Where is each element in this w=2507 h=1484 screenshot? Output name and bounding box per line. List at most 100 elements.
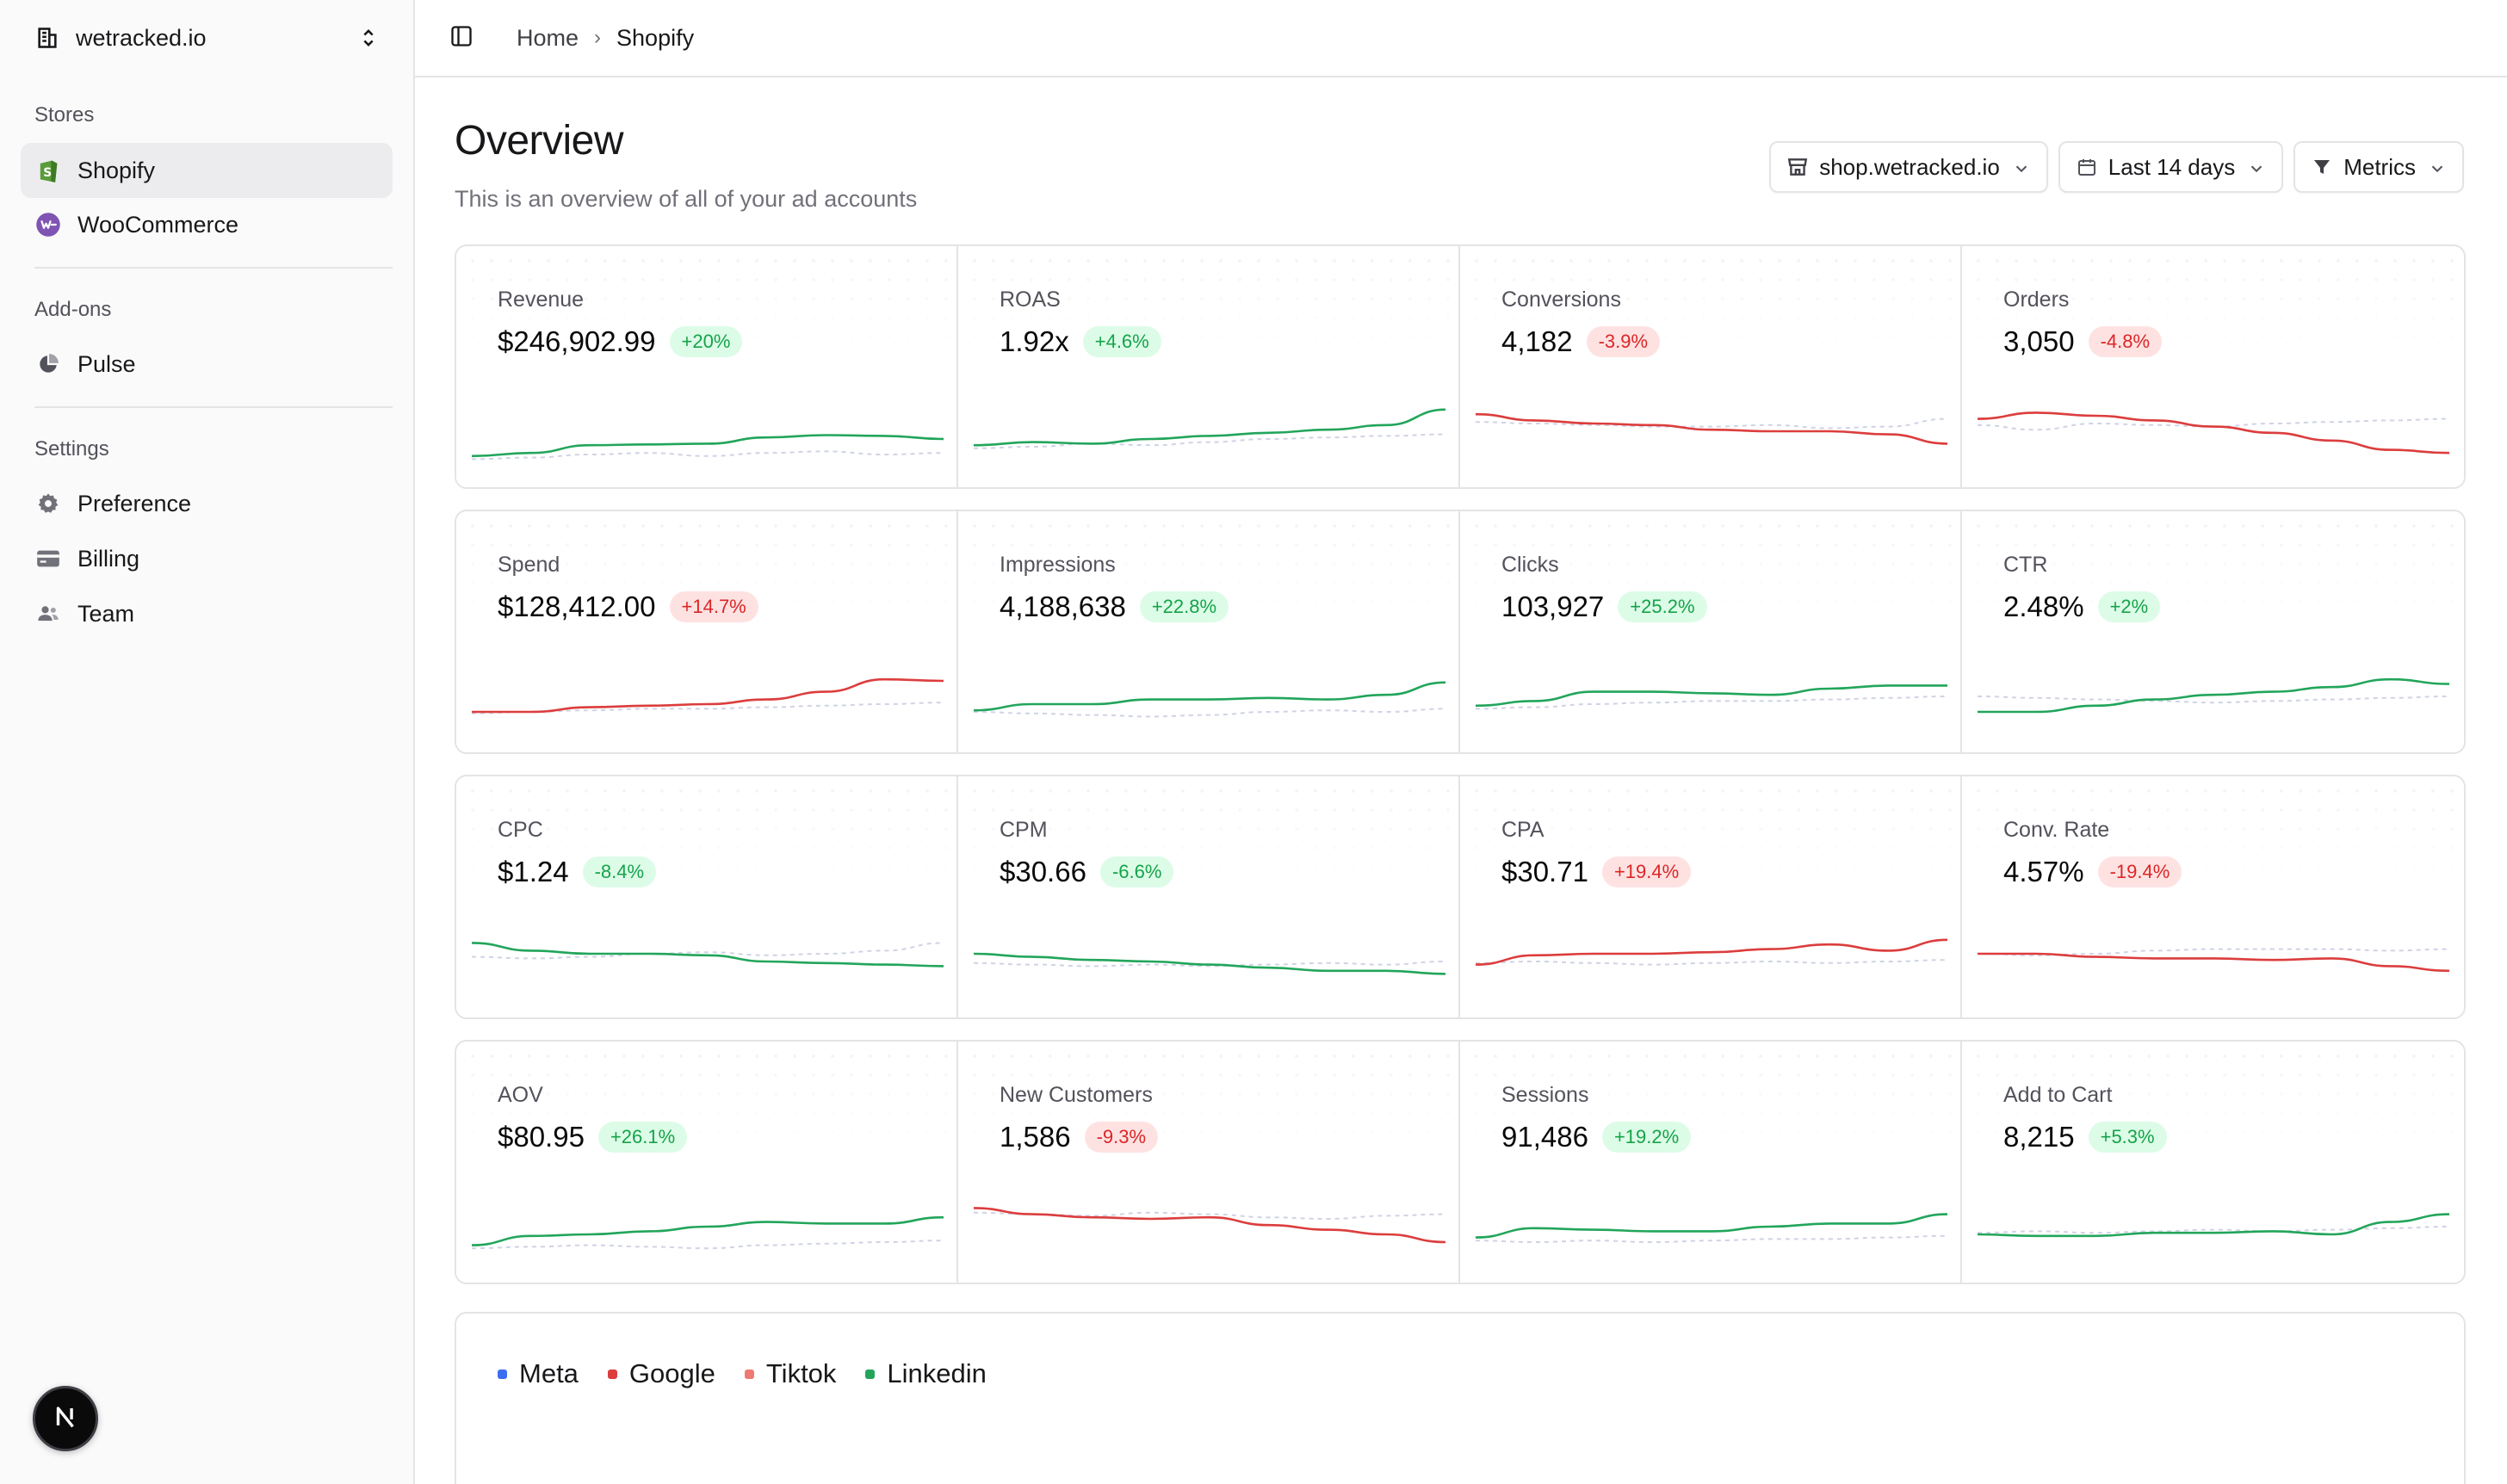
sidebar-item-woocommerce[interactable]: WooCommerce — [21, 197, 393, 252]
metric-card-cpm[interactable]: CPM $30.66 -6.6% — [958, 776, 1460, 1017]
metric-card-cpa[interactable]: CPA $30.71 +19.4% — [1460, 776, 1962, 1017]
change-badge: +2% — [2097, 591, 2161, 622]
woocommerce-icon — [34, 211, 62, 238]
metrics-select[interactable]: Metrics — [2293, 141, 2464, 193]
sparkline-line — [1475, 1213, 1948, 1239]
sparkline-line — [1475, 412, 1948, 445]
legend-label: Meta — [519, 1358, 579, 1388]
change-badge: +22.8% — [1139, 591, 1229, 622]
legend-swatch — [498, 1369, 507, 1379]
sparkline-compare-line — [1475, 696, 1948, 710]
metric-value: 1,586 — [1000, 1121, 1071, 1153]
sparkline-compare-line — [471, 1240, 944, 1250]
legend-item-meta[interactable]: Meta — [498, 1358, 579, 1389]
change-badge: -4.8% — [2088, 326, 2163, 357]
legend-item-tiktok[interactable]: Tiktok — [744, 1358, 837, 1389]
store-select[interactable]: shop.wetracked.io — [1769, 141, 2048, 193]
legend-label: Tiktok — [765, 1358, 837, 1388]
page-subtitle: This is an overview of all of your ad ac… — [455, 186, 918, 212]
card-background — [1962, 1042, 2464, 1283]
sparkline — [1475, 684, 1948, 710]
metric-card-conv-rate[interactable]: Conv. Rate 4.57% -19.4% — [1962, 776, 2464, 1017]
metric-card-roas[interactable]: ROAS 1.92x +4.6% — [958, 246, 1460, 487]
change-badge: +19.2% — [1601, 1122, 1692, 1153]
sparkline-line — [1475, 938, 1948, 966]
metric-value-row: $80.95 +26.1% — [498, 1121, 688, 1153]
next-logo-icon — [51, 1402, 80, 1436]
date-range-select[interactable]: Last 14 days — [2058, 141, 2284, 193]
change-badge: +14.7% — [669, 591, 758, 622]
breadcrumb-separator: › — [594, 26, 602, 49]
metric-label: Conversions — [1501, 288, 1621, 312]
sparkline-compare-line — [1475, 1234, 1948, 1244]
metric-label: New Customers — [1000, 1083, 1153, 1107]
metric-value-row: $128,412.00 +14.7% — [498, 591, 758, 623]
metric-card-ctr[interactable]: CTR 2.48% +2% — [1962, 511, 2464, 752]
metric-card-impressions[interactable]: Impressions 4,188,638 +22.8% — [958, 511, 1460, 752]
sparkline — [1977, 1213, 2450, 1238]
card-background — [456, 1042, 956, 1283]
metric-label: CTR — [2003, 553, 2048, 577]
legend-item-google[interactable]: Google — [607, 1358, 715, 1389]
sidebar-item-label: Pulse — [77, 350, 136, 377]
sidebar-item-team[interactable]: Team — [21, 586, 393, 641]
sparkline-compare-line — [1977, 696, 2450, 704]
card-background — [1460, 511, 1960, 752]
metric-value: 4,188,638 — [1000, 591, 1126, 622]
sparkline-compare-line — [973, 961, 1446, 968]
breadcrumb-home[interactable]: Home — [517, 24, 579, 51]
dev-tools-badge[interactable] — [33, 1386, 98, 1451]
sparkline-compare-line — [1977, 1226, 2450, 1234]
sparkline — [1977, 948, 2450, 973]
top-bar: Home › Shopify — [415, 0, 2507, 77]
sparkline — [471, 942, 944, 968]
change-badge: -3.9% — [1586, 326, 1661, 357]
metric-value-row: 1,586 -9.3% — [1000, 1121, 1159, 1153]
filter-icon — [2311, 156, 2333, 178]
metric-label: Spend — [498, 553, 560, 577]
metric-label: Conv. Rate — [2003, 818, 2110, 842]
card-background — [456, 246, 956, 487]
metric-card-orders[interactable]: Orders 3,050 -4.8% — [1962, 246, 2464, 487]
metric-value: 2.48% — [2003, 591, 2084, 622]
metric-card-cpc[interactable]: CPC $1.24 -8.4% — [456, 776, 958, 1017]
metric-card-spend[interactable]: Spend $128,412.00 +14.7% — [456, 511, 958, 752]
metric-card-revenue[interactable]: Revenue $246,902.99 +20% — [456, 246, 958, 487]
metric-value-row: $1.24 -8.4% — [498, 856, 657, 888]
sparkline — [973, 1207, 1446, 1244]
metric-label: Orders — [2003, 288, 2070, 312]
metric-value: 4.57% — [2003, 856, 2084, 887]
metric-card-sessions[interactable]: Sessions 91,486 +19.2% — [1460, 1042, 1962, 1283]
metric-value: 1.92x — [1000, 325, 1069, 357]
sparkline — [973, 408, 1446, 449]
metric-card-aov[interactable]: AOV $80.95 +26.1% — [456, 1042, 958, 1283]
metric-card-clicks[interactable]: Clicks 103,927 +25.2% — [1460, 511, 1962, 752]
breadcrumb-current: Shopify — [616, 24, 695, 51]
change-badge: +5.3% — [2088, 1122, 2167, 1153]
sidebar-item-pulse[interactable]: Pulse — [21, 337, 393, 392]
sparkline — [1475, 938, 1948, 966]
metric-value-row: $246,902.99 +20% — [498, 325, 743, 358]
metric-value-row: $30.71 +19.4% — [1501, 856, 1692, 888]
sidebar-item-preference[interactable]: Preference — [21, 476, 393, 531]
pie-chart-icon — [34, 350, 62, 378]
legend-item-linkedin[interactable]: Linkedin — [865, 1358, 987, 1389]
sidebar-item-shopify[interactable]: S Shopify — [21, 143, 393, 198]
chevron-down-icon — [2012, 158, 2031, 176]
card-background — [958, 511, 1458, 752]
sparkline-line — [472, 677, 944, 714]
sidebar-toggle-button[interactable] — [446, 22, 477, 53]
metric-card-conversions[interactable]: Conversions 4,182 -3.9% — [1460, 246, 1962, 487]
sparkline — [1977, 411, 2450, 454]
metric-value: 91,486 — [1501, 1121, 1588, 1153]
metric-value-row: 3,050 -4.8% — [2003, 325, 2163, 358]
metric-value: $1.24 — [498, 856, 569, 887]
sparkline — [973, 681, 1446, 718]
sidebar-item-billing[interactable]: Billing — [21, 531, 393, 586]
workspace-switcher[interactable]: wetracked.io — [21, 15, 394, 60]
metric-label: Sessions — [1501, 1083, 1589, 1107]
metric-card-new-customers[interactable]: New Customers 1,586 -9.3% — [958, 1042, 1460, 1283]
sparkline-line — [973, 681, 1446, 712]
sidebar-divider — [34, 406, 393, 408]
metric-card-add-to-cart[interactable]: Add to Cart 8,215 +5.3% — [1962, 1042, 2464, 1283]
